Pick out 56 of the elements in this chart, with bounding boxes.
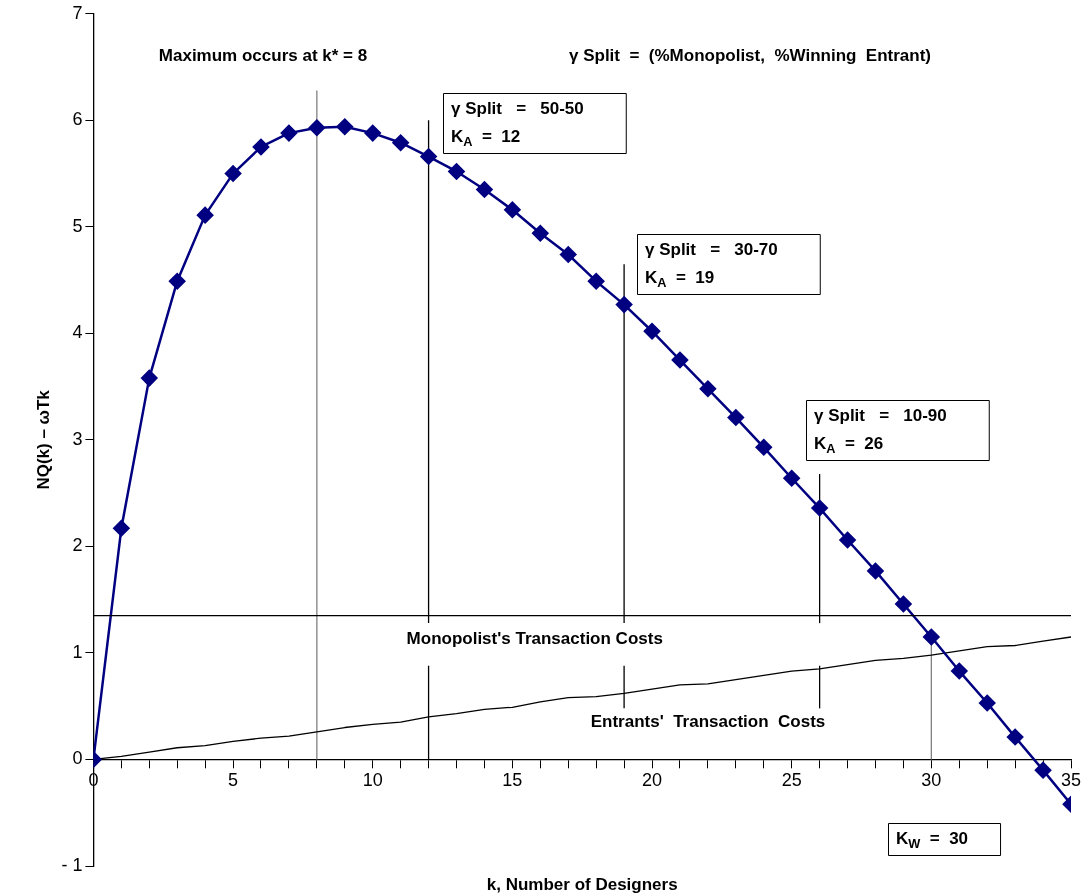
y-tick-label: 5	[72, 215, 83, 236]
point	[196, 206, 214, 224]
point	[895, 595, 912, 613]
point	[755, 439, 773, 456]
point	[280, 124, 298, 142]
x-axis-title: k, Number of Designers	[486, 875, 678, 895]
point	[559, 246, 577, 263]
x-tick-label: 30	[921, 770, 942, 791]
point	[587, 272, 605, 290]
ref-line-label: Monopolist's Transaction Costs	[406, 629, 663, 649]
x-tick-label: 25	[781, 770, 802, 791]
point	[252, 138, 270, 156]
point	[643, 323, 661, 340]
annotation: γ Split = (%Monopolist, %Winning Entrant)	[568, 45, 932, 65]
x-tick-label: 35	[1060, 770, 1082, 791]
y-tick-label: 3	[72, 428, 83, 449]
point	[978, 694, 996, 712]
point	[364, 124, 381, 142]
point	[420, 148, 437, 165]
y-tick-label: 0	[72, 748, 83, 769]
point	[308, 119, 326, 137]
point	[504, 201, 521, 219]
point	[141, 369, 158, 387]
point	[476, 181, 493, 198]
y-axis-title: NQ(k) – ωTk	[33, 389, 53, 490]
x-tick-label: 15	[502, 770, 523, 791]
y-tick-label: 2	[72, 535, 83, 556]
point	[839, 531, 856, 549]
point	[811, 499, 828, 517]
point	[923, 628, 940, 646]
point	[615, 296, 633, 313]
point	[448, 163, 465, 180]
point	[1006, 728, 1024, 746]
point	[168, 272, 186, 290]
point	[336, 118, 354, 135]
x-tick-label: 5	[228, 770, 239, 791]
x-tick-label: 20	[642, 770, 663, 791]
x-tick-label: 10	[362, 770, 383, 791]
annotation: Entrants' Transaction Costs	[590, 711, 826, 731]
point	[224, 165, 242, 182]
point	[532, 224, 549, 242]
point	[113, 520, 130, 537]
annotation: Maximum occurs at k* = 8	[158, 45, 368, 65]
point	[392, 134, 409, 151]
point	[727, 409, 745, 426]
point	[1034, 761, 1052, 779]
point	[951, 662, 968, 680]
y-tick-label: 6	[72, 109, 83, 130]
point	[671, 351, 689, 369]
y-tick-label: 7	[72, 2, 83, 23]
y-tick-label: 1	[72, 641, 83, 662]
point	[867, 562, 884, 580]
y-tick-label: 4	[72, 322, 83, 343]
point	[699, 380, 717, 398]
point	[783, 470, 800, 487]
y-tick-label: - 1	[61, 854, 83, 875]
